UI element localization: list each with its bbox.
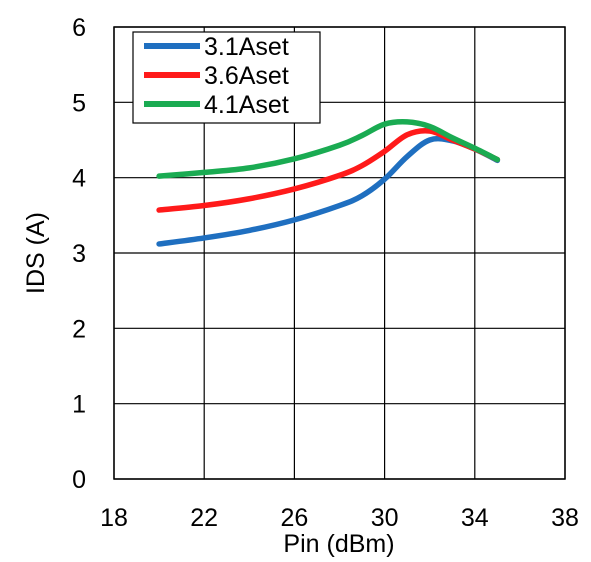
legend-label: 3.6Aset xyxy=(204,62,289,90)
x-axis-ticks: 18 22 26 30 34 38 xyxy=(100,504,579,532)
series-line-4.1Aset xyxy=(156,119,501,179)
x-tick-label: 38 xyxy=(551,504,579,532)
x-tick-label: 26 xyxy=(280,504,308,532)
y-tick-label: 1 xyxy=(72,391,86,419)
y-tick-label: 0 xyxy=(72,466,86,494)
x-tick-label: 18 xyxy=(100,504,128,532)
y-axis-label: IDS (A) xyxy=(22,212,50,294)
x-tick-label: 30 xyxy=(371,504,399,532)
series-group xyxy=(156,119,501,247)
x-tick-label: 22 xyxy=(190,504,218,532)
legend-label: 3.1Aset xyxy=(204,33,289,61)
x-tick-label: 34 xyxy=(461,504,489,532)
legend-label: 4.1Aset xyxy=(204,91,289,119)
y-tick-label: 6 xyxy=(72,14,86,42)
y-tick-label: 5 xyxy=(72,89,86,117)
plot-border xyxy=(113,26,566,480)
y-axis-ticks: 0 1 2 3 4 5 6 xyxy=(72,14,86,494)
y-tick-label: 2 xyxy=(72,315,86,343)
y-tick-label: 3 xyxy=(72,240,86,268)
x-axis-label: Pin (dBm) xyxy=(283,530,394,558)
y-tick-label: 4 xyxy=(72,165,86,193)
